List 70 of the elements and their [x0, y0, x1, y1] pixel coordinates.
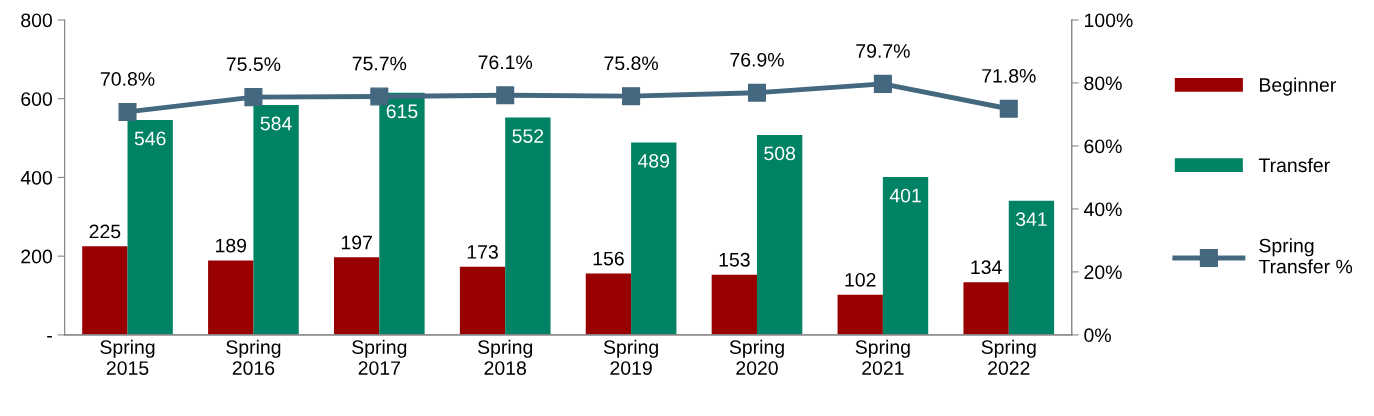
data-label: 79.7% [856, 44, 910, 58]
x-tick-label: Spring 2021 [855, 339, 910, 375]
point [873, 74, 892, 93]
point [999, 99, 1018, 118]
x-tick-label: Spring 2020 [729, 339, 784, 375]
y2-tick-label: 100% [1085, 13, 1133, 28]
data-label: 552 [512, 129, 544, 143]
bar [882, 177, 929, 335]
point [496, 86, 515, 105]
bar [459, 266, 506, 335]
bar [756, 134, 803, 335]
data-label: 76.9% [730, 52, 784, 67]
bar [585, 273, 632, 335]
x-tick-label: Spring 2015 [100, 339, 155, 375]
data-label: 75.8% [604, 56, 658, 71]
bar [333, 257, 380, 335]
point [244, 88, 263, 107]
x-tick-label: Spring 2022 [981, 339, 1036, 375]
y-tick-label: - [47, 336, 52, 338]
data-label: 76.1% [478, 55, 533, 70]
data-label: 615 [386, 104, 418, 119]
bar [631, 142, 677, 335]
bar [505, 117, 551, 335]
data-label: 70.8% [100, 72, 155, 86]
bar [837, 294, 883, 335]
data-label: 102 [845, 272, 876, 287]
point [747, 83, 767, 102]
bar [127, 119, 173, 335]
y2-tick-label: 0% [1084, 328, 1111, 343]
data-label: 153 [719, 252, 750, 267]
y2-tick-label: 60% [1084, 139, 1122, 154]
y-tick-label: 800 [21, 13, 53, 28]
data-label: 489 [637, 154, 670, 168]
y-tick-label: 200 [21, 249, 53, 264]
x-tick-label: Spring 2018 [477, 339, 533, 375]
legend-label: Spring Transfer % [1258, 238, 1353, 274]
x-tick-label: Spring 2019 [603, 339, 658, 375]
bar [82, 246, 128, 335]
data-label: 225 [89, 224, 121, 239]
y-tick-label: 600 [21, 92, 53, 106]
data-label: 341 [1015, 212, 1047, 227]
data-label: 156 [593, 251, 624, 266]
data-label: 508 [764, 146, 796, 161]
bar [1008, 200, 1055, 335]
data-label: 401 [889, 188, 921, 203]
point [622, 87, 641, 106]
y2-tick-label: 80% [1084, 76, 1122, 91]
bar [208, 260, 254, 335]
data-label: 75.7% [352, 56, 407, 71]
point [370, 87, 389, 106]
data-label: 197 [341, 235, 372, 250]
bar [379, 92, 425, 335]
data-label: 71.8% [982, 68, 1036, 83]
point [118, 102, 137, 121]
data-label: 75.5% [226, 57, 281, 72]
bar [253, 104, 299, 335]
y-tick-label: 400 [20, 170, 53, 185]
bar [711, 274, 757, 335]
y2-tick-label: 40% [1083, 202, 1122, 217]
data-label: 584 [260, 116, 292, 131]
data-label: 189 [216, 238, 247, 253]
data-label: 134 [971, 260, 1002, 275]
bar [963, 282, 1009, 335]
legend-label: Transfer [1258, 157, 1330, 173]
data-label: 173 [467, 245, 498, 259]
y2-tick-label: 20% [1084, 265, 1122, 280]
x-tick-label: Spring 2017 [352, 339, 407, 375]
x-tick-label: Spring 2016 [226, 339, 281, 375]
legend-label: Beginner [1260, 77, 1336, 96]
data-label: 546 [134, 131, 166, 146]
